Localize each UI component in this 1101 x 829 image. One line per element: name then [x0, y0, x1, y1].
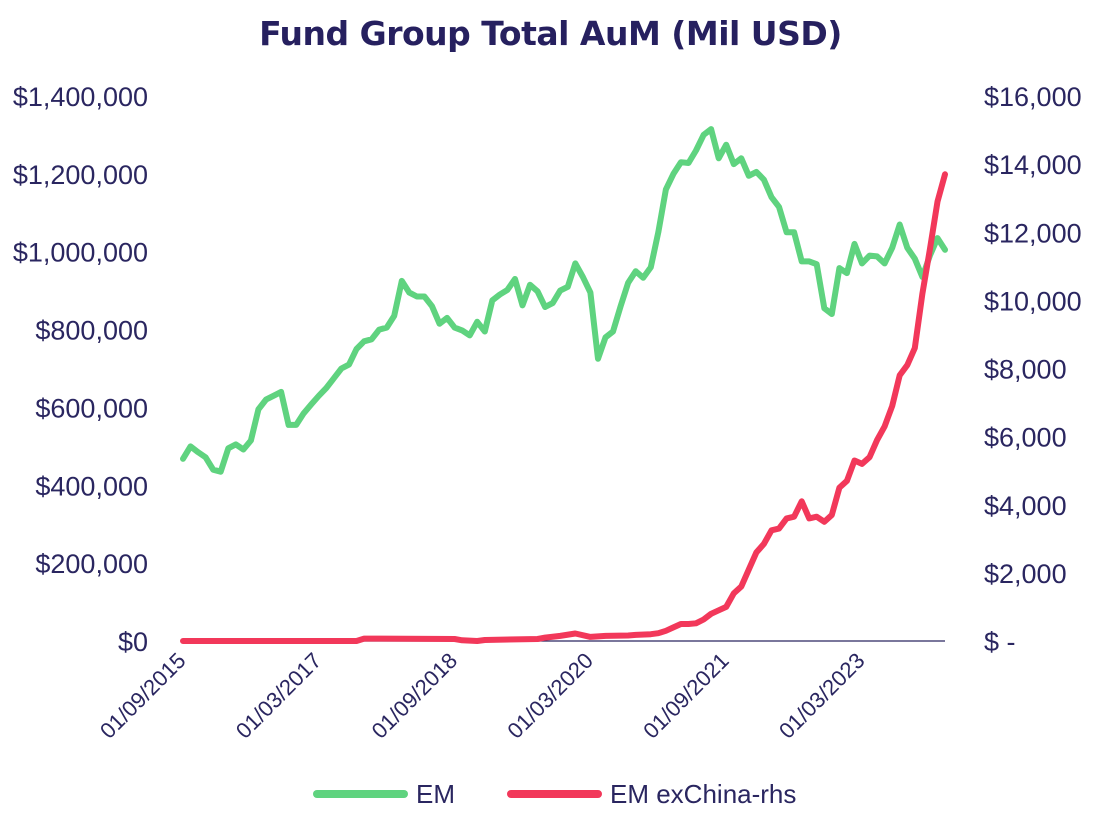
- right-tick-label: $10,000: [984, 286, 1082, 316]
- right-tick-label: $16,000: [984, 82, 1082, 112]
- legend-label-em-exchina: EM exChina-rhs: [610, 778, 797, 809]
- left-axis-ticks: $0 $200,000 $400,000 $600,000 $800,000 $1,000…: [13, 82, 148, 657]
- right-tick-label: $8,000: [984, 355, 1067, 385]
- x-tick-label: 01/03/2023: [774, 648, 870, 744]
- x-tick-label: 01/03/2017: [231, 648, 327, 744]
- series-line-em-exchina: [180, 171, 948, 644]
- legend: EM EM exChina-rhs: [0, 776, 1101, 812]
- left-tick-label: $1,400,000: [13, 82, 148, 112]
- right-axis-ticks: $ - $2,000 $4,000 $6,000 $8,000 $10,000 $12,00…: [984, 82, 1082, 657]
- x-tick-label: 01/03/2020: [502, 648, 598, 744]
- chart-title: Fund Group Total AuM (Mil USD): [259, 14, 842, 53]
- series-lines: [180, 126, 948, 644]
- x-tick-label: 01/09/2021: [638, 648, 734, 744]
- legend-swatch-em-exchina: [507, 790, 602, 798]
- x-axis-ticks: 01/09/2015 01/03/2017 01/09/2018 01/03/2020…: [95, 648, 870, 744]
- x-tick-label: 01/09/2015: [95, 648, 191, 744]
- legend-swatch-em: [313, 790, 408, 798]
- left-tick-label: $1,000,000: [13, 238, 148, 268]
- right-tick-label: $12,000: [984, 218, 1082, 248]
- right-tick-label: $2,000: [984, 559, 1067, 589]
- right-tick-label: $ -: [984, 627, 1016, 657]
- right-tick-label: $14,000: [984, 150, 1082, 180]
- left-tick-label: $0: [118, 627, 148, 657]
- series-line-em: [180, 126, 948, 475]
- legend-item-em-exchina: EM exChina-rhs: [507, 776, 796, 812]
- legend-item-em: EM: [313, 776, 455, 812]
- right-tick-label: $4,000: [984, 491, 1067, 521]
- right-tick-label: $6,000: [984, 423, 1067, 453]
- left-tick-label: $600,000: [35, 393, 148, 423]
- left-tick-label: $400,000: [35, 471, 148, 501]
- left-tick-label: $800,000: [35, 316, 148, 346]
- left-tick-label: $1,200,000: [13, 160, 148, 190]
- x-tick-label: 01/09/2018: [367, 648, 463, 744]
- left-tick-label: $200,000: [35, 549, 148, 579]
- legend-label-em: EM: [416, 778, 455, 809]
